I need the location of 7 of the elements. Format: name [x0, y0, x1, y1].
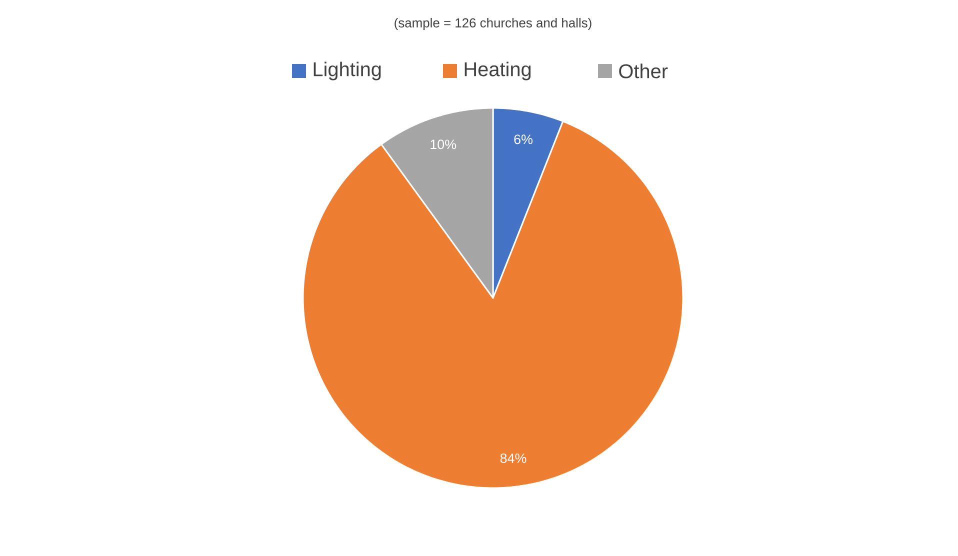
data-label: 84% [500, 453, 526, 463]
legend-label: Lighting [314, 62, 381, 80]
legend-label: Heating [464, 62, 531, 80]
data-label: 10% [430, 140, 456, 150]
chart-subtitle: (sample = 126 churches and halls) [394, 18, 592, 30]
legend-label: Other [619, 64, 668, 78]
data-label: 6% [514, 134, 533, 144]
